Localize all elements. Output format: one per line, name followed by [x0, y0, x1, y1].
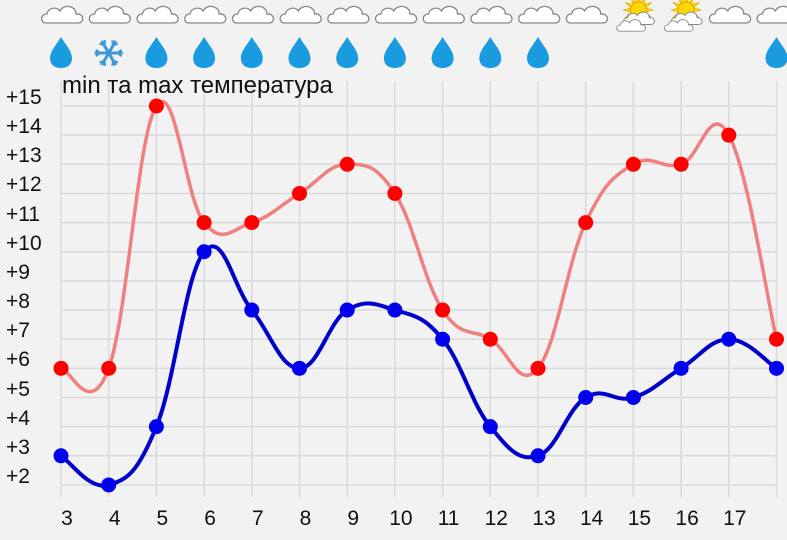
cloud-icon [136, 5, 179, 24]
grid [60, 81, 778, 497]
x-tick-label: 15 [627, 507, 652, 530]
y-tick-label: +5 [6, 377, 30, 401]
x-tick-label: 12 [484, 507, 508, 530]
raindrop-icon [383, 37, 406, 68]
cloud-icon [616, 19, 646, 32]
raindrop-icon [479, 37, 502, 68]
raindrop-icon [336, 37, 359, 68]
x-tick-label: 10 [389, 507, 413, 530]
x-tick-label: 9 [347, 507, 360, 530]
raindrop-icon [527, 37, 549, 68]
raindrop-icon [193, 37, 216, 68]
data-point-max[interactable] [53, 360, 69, 376]
y-tick-label: +11 [6, 202, 41, 226]
data-point-min[interactable] [578, 390, 594, 405]
data-point-max[interactable] [721, 127, 737, 143]
data-point-min[interactable] [435, 331, 451, 347]
cloud-icon [88, 5, 131, 24]
data-point-min[interactable] [482, 419, 498, 435]
data-point-min[interactable] [339, 302, 355, 318]
data-point-min[interactable] [148, 419, 164, 435]
data-point-max[interactable] [482, 331, 498, 347]
cloud-icon [184, 5, 227, 24]
y-tick-label: +6 [6, 348, 30, 372]
cloud-icon [374, 5, 418, 24]
data-point-max[interactable] [769, 331, 784, 347]
cloud-icon [565, 5, 608, 24]
series-max [53, 98, 784, 394]
snowflake-icon [94, 40, 123, 66]
x-tick-label: 17 [723, 507, 747, 530]
data-point-max[interactable] [148, 98, 164, 114]
data-point-min[interactable] [769, 360, 784, 376]
raindrop-icon [288, 37, 311, 68]
y-tick-label: +2 [6, 464, 30, 488]
cloud-icon [517, 5, 561, 24]
raindrop-icon [765, 37, 787, 68]
x-tick-label: 16 [675, 507, 699, 530]
data-point-min[interactable] [387, 302, 403, 318]
data-point-min[interactable] [530, 448, 546, 464]
data-point-max[interactable] [196, 215, 212, 231]
data-point-min[interactable] [101, 477, 117, 493]
raindrop-icon [240, 37, 263, 68]
x-tick-label: 4 [108, 507, 121, 530]
data-point-max[interactable] [244, 215, 260, 231]
data-point-min[interactable] [53, 448, 69, 464]
series-min [53, 244, 784, 493]
x-tick-label: 6 [204, 507, 216, 530]
cloud-icon [327, 5, 370, 24]
x-tick-label: 11 [437, 507, 460, 530]
data-point-min[interactable] [244, 302, 260, 318]
data-point-max[interactable] [339, 156, 355, 172]
data-point-max[interactable] [292, 185, 307, 201]
cloud-icon [708, 5, 752, 24]
data-point-max[interactable] [530, 360, 546, 376]
weather-icons [40, 0, 787, 68]
y-tick-label: +8 [6, 290, 30, 314]
data-point-max[interactable] [625, 156, 641, 172]
x-tick-label: 14 [580, 507, 604, 530]
y-tick-label: +10 [6, 231, 42, 255]
y-tick-label: +12 [6, 173, 42, 197]
data-point-max[interactable] [435, 302, 451, 318]
x-tick-label: 5 [156, 507, 169, 530]
data-point-max[interactable] [101, 360, 117, 376]
raindrop-icon [431, 37, 454, 68]
cloud-icon [231, 5, 275, 24]
data-point-min[interactable] [292, 360, 307, 376]
y-tick-label: +14 [6, 115, 42, 139]
y-tick-label: +4 [6, 406, 30, 430]
x-tick-label: 8 [299, 507, 312, 530]
data-point-min[interactable] [196, 244, 212, 260]
cloud-icon [279, 5, 322, 24]
raindrop-icon [50, 37, 72, 68]
data-point-min[interactable] [673, 360, 689, 376]
cloud-icon [663, 19, 694, 32]
y-tick-label: +13 [6, 144, 42, 168]
raindrop-icon [145, 37, 168, 68]
chart-title: min та max температура [62, 72, 333, 99]
x-tick-label: 3 [61, 507, 73, 530]
x-tick-label: 7 [251, 507, 264, 530]
data-point-min[interactable] [721, 331, 737, 347]
data-point-max[interactable] [578, 215, 594, 231]
y-tick-label: +3 [6, 435, 30, 459]
cloud-icon [40, 5, 84, 24]
y-tick-label: +9 [6, 260, 30, 284]
data-point-max[interactable] [673, 156, 689, 172]
cloud-icon [470, 5, 513, 24]
y-tick-label: +15 [6, 86, 42, 109]
data-point-max[interactable] [387, 185, 403, 201]
x-tick-label: 13 [532, 507, 556, 530]
data-point-min[interactable] [625, 390, 641, 405]
cloud-icon [422, 5, 465, 24]
cloud-icon [756, 5, 787, 24]
y-tick-label: +7 [6, 319, 30, 343]
